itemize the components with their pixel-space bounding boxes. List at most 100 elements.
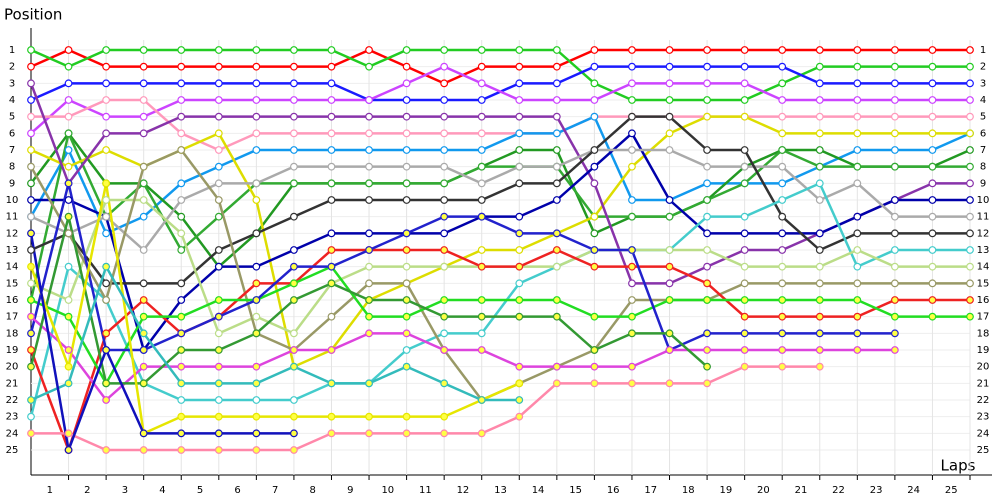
point-marker [590, 62, 599, 71]
point-marker [853, 162, 862, 171]
point-marker [177, 179, 186, 188]
series-line [29, 115, 971, 235]
y-tick-label-right: 18 [977, 328, 990, 339]
point-marker [177, 229, 186, 238]
point-marker [64, 162, 73, 171]
x-tick-label: 22 [832, 485, 845, 496]
point-marker [214, 96, 223, 104]
y-tick-label-right: 12 [977, 228, 990, 239]
point-marker [290, 62, 298, 71]
point-marker [440, 429, 449, 438]
point-marker [590, 112, 599, 121]
point-marker [740, 179, 749, 188]
point-marker [27, 112, 35, 121]
point-marker [703, 329, 711, 338]
point-marker [440, 62, 449, 71]
point-marker [402, 96, 411, 104]
point-marker [966, 229, 974, 238]
point-marker [740, 312, 749, 321]
x-axis-label: Laps [941, 457, 976, 475]
point-marker [778, 312, 787, 321]
point-marker [665, 62, 674, 71]
point-marker [64, 62, 73, 71]
point-marker [365, 162, 373, 171]
point-marker [515, 112, 524, 121]
x-tick-label: 20 [757, 485, 770, 496]
y-tick-label: 10 [6, 195, 19, 206]
point-marker [665, 379, 674, 388]
series-line [30, 132, 971, 268]
y-tick-label: 13 [6, 245, 19, 256]
point-marker [778, 179, 787, 188]
point-marker [515, 96, 524, 104]
point-marker [815, 229, 824, 238]
series-line [29, 233, 294, 452]
point-marker [365, 229, 373, 238]
point-marker [928, 146, 937, 154]
point-marker [665, 262, 674, 271]
point-marker [515, 279, 524, 288]
point-marker [665, 296, 674, 304]
point-marker [590, 312, 599, 321]
point-marker [966, 196, 974, 204]
point-marker [252, 179, 261, 188]
point-marker [853, 112, 862, 121]
point-marker [327, 62, 336, 71]
point-marker [402, 329, 411, 338]
point-marker [139, 46, 148, 54]
point-marker [815, 312, 824, 321]
point-marker [665, 129, 674, 138]
point-marker [290, 96, 298, 104]
series-line [29, 182, 520, 435]
point-marker [740, 79, 749, 88]
point-marker [64, 229, 73, 238]
point-marker [928, 179, 937, 188]
point-marker [966, 79, 974, 88]
point-marker [928, 279, 937, 288]
point-marker [628, 246, 636, 254]
y-tick-label: 7 [9, 145, 15, 156]
point-marker [440, 129, 449, 138]
point-marker [665, 346, 674, 354]
point-marker [402, 196, 411, 204]
point-marker [703, 79, 711, 88]
point-marker [214, 129, 223, 138]
point-marker [890, 262, 899, 271]
point-marker [815, 196, 824, 204]
point-marker [890, 212, 899, 221]
point-marker [102, 196, 111, 204]
point-marker [290, 112, 298, 121]
point-marker [928, 79, 937, 88]
y-tick-label-right: 1 [980, 45, 986, 56]
point-marker [665, 212, 674, 221]
point-marker [815, 62, 824, 71]
point-marker [628, 279, 636, 288]
point-marker [365, 262, 373, 271]
point-marker [703, 62, 711, 71]
point-marker [853, 312, 862, 321]
point-marker [703, 246, 711, 254]
point-marker [477, 46, 486, 54]
point-marker [365, 379, 373, 388]
point-marker [552, 379, 561, 388]
point-marker [252, 279, 261, 288]
y-tick-label-right: 8 [980, 162, 986, 173]
point-marker [853, 179, 862, 188]
point-marker [64, 196, 73, 204]
point-marker [64, 446, 73, 454]
y-tick-label-right: 2 [980, 62, 986, 73]
point-marker [853, 296, 862, 304]
point-marker [966, 179, 974, 188]
point-marker [966, 112, 974, 121]
point-marker [665, 146, 674, 154]
point-marker [853, 79, 862, 88]
point-marker [64, 379, 73, 388]
y-tick-label: 12 [6, 228, 19, 239]
x-tick-label: 25 [945, 485, 958, 496]
y-tick-label-right: 20 [977, 362, 990, 373]
point-marker [966, 312, 974, 321]
y-tick-label-right: 24 [977, 428, 990, 439]
point-marker [740, 212, 749, 221]
point-marker [402, 46, 411, 54]
y-tick-label-right: 13 [977, 245, 990, 256]
